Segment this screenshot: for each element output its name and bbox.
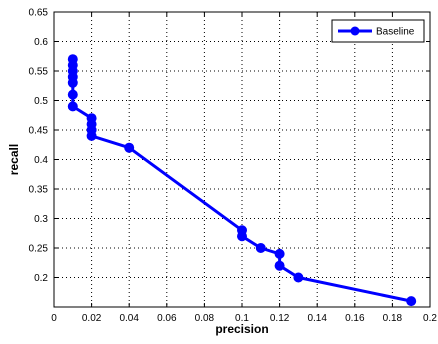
x-tick-label: 0 xyxy=(51,313,57,324)
x-tick-label: 0.06 xyxy=(157,313,177,324)
y-tick-label: 0.25 xyxy=(29,244,49,255)
data-point xyxy=(86,130,97,141)
data-point xyxy=(255,243,266,253)
data-point xyxy=(124,142,135,153)
legend-box xyxy=(331,19,425,43)
data-point xyxy=(293,272,304,283)
x-tick-label: 0.12 xyxy=(270,313,290,324)
grid xyxy=(54,12,430,307)
x-tick-label: 0.14 xyxy=(307,313,327,324)
y-tick-label: 0.35 xyxy=(29,185,49,196)
x-tick-label: 0.1 xyxy=(235,313,249,324)
y-tick-label: 0.45 xyxy=(29,126,49,137)
x-tick-label: 0.04 xyxy=(119,313,139,324)
y-tick-label: 0.55 xyxy=(29,67,49,78)
data-point xyxy=(274,260,285,271)
x-tick-label: 0.16 xyxy=(345,313,365,324)
data-point xyxy=(67,77,78,88)
y-tick-label: 0.5 xyxy=(34,96,48,107)
y-tick-label: 0.6 xyxy=(34,37,48,48)
data-point xyxy=(67,89,78,100)
legend-label: Baseline xyxy=(376,27,415,38)
y-tick-label: 0.3 xyxy=(34,214,48,225)
x-tick-label: 0.2 xyxy=(423,313,437,324)
y-tick-label: 0.4 xyxy=(34,155,48,166)
series-group xyxy=(67,54,417,307)
x-tick-label: 0.18 xyxy=(383,313,403,324)
data-point xyxy=(67,101,78,112)
data-point xyxy=(406,296,417,307)
legend: Baseline xyxy=(331,19,425,43)
x-tick-label: 0.02 xyxy=(82,313,102,324)
x-tick-label: 0.08 xyxy=(195,313,215,324)
y-axis-label: recall xyxy=(7,144,21,175)
y-tick-label: 0.65 xyxy=(29,8,49,19)
x-axis-label: precision xyxy=(215,322,268,336)
legend-marker xyxy=(350,26,360,36)
data-point xyxy=(274,248,285,259)
axis-ticks: 0 0.02 0.04 0.06 0.08 0.1 0.12 0.14 0.16 0.18 0.2 0… xyxy=(29,8,438,325)
y-tick-label: 0.2 xyxy=(34,273,48,284)
data-point xyxy=(237,231,247,242)
